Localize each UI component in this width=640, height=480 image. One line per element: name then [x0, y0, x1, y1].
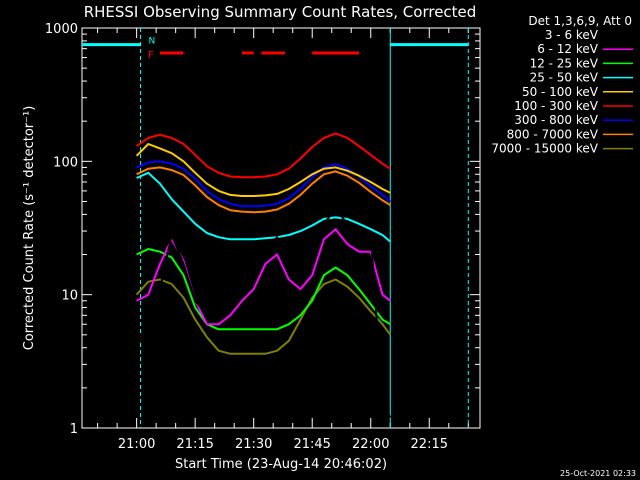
timestamp: 25-Oct-2021 02:33 [560, 469, 636, 478]
legend-label: 7000 - 15000 keV [491, 142, 598, 156]
legend-label: 100 - 300 keV [514, 99, 598, 113]
legend-label: 25 - 50 keV [530, 71, 599, 85]
y-tick-label: 1000 [45, 22, 78, 37]
legend-label: 50 - 100 keV [522, 85, 599, 99]
series-line-2 [136, 248, 391, 331]
y-axis-label: Corrected Count Rate (s⁻¹ detector⁻¹) [22, 106, 37, 351]
legend-label: 6 - 12 keV [537, 42, 599, 56]
y-tick-label: 10 [61, 289, 78, 304]
legend-label: 12 - 25 keV [530, 56, 599, 70]
x-tick-label: 21:15 [176, 437, 213, 452]
x-axis-label: Start Time (23-Aug-14 20:46:02) [175, 457, 387, 472]
series-line-0 [135, 207, 392, 418]
x-tick-label: 21:45 [293, 437, 330, 452]
night-flag-label: N [149, 37, 156, 47]
x-tick-label: 21:30 [235, 437, 272, 452]
chart-marks: 1 10 100 1000 21:00 21:15 21:30 21:45 22:00 22:15… [22, 3, 636, 478]
x-tick-label: 22:00 [352, 437, 389, 452]
chart-title: RHESSI Observing Summary Count Rates, Co… [84, 3, 477, 21]
x-tick-label: 22:15 [411, 437, 448, 452]
legend-title: Det 1,3,6,9, Att 0 [528, 14, 632, 28]
plot-frame [81, 27, 481, 429]
y-tick-label: 100 [53, 155, 78, 170]
series-line-4 [135, 143, 391, 197]
legend-label: 800 - 7000 keV [507, 127, 599, 141]
series-line-8 [135, 278, 392, 355]
x-tick-label: 21:00 [118, 437, 155, 452]
series-line-6 [136, 160, 391, 208]
flare-flag-label: F [148, 50, 154, 61]
series-line-3 [136, 171, 391, 243]
legend-label: 300 - 800 keV [514, 113, 598, 127]
series-line-5 [136, 132, 391, 179]
legend-label: 3 - 6 keV [545, 28, 599, 42]
series-line-7 [136, 166, 391, 214]
y-tick-label: 1 [70, 422, 78, 437]
